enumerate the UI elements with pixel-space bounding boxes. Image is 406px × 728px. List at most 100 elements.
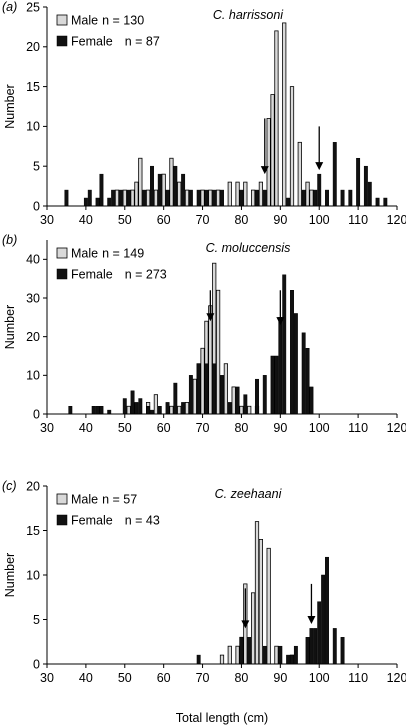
- x-tick-label: 110: [348, 421, 368, 435]
- bar-male: [134, 181, 139, 207]
- y-tick-label: 0: [33, 657, 40, 671]
- bar-female: [375, 197, 380, 207]
- bar-female: [95, 406, 100, 415]
- bar-female: [383, 197, 388, 207]
- bar-female: [325, 556, 329, 665]
- bar-male: [161, 173, 166, 207]
- bar-male: [243, 181, 248, 207]
- legend-swatch-female: [56, 268, 68, 280]
- x-tick-label: 60: [157, 421, 171, 435]
- bar-male: [266, 547, 271, 665]
- x-tick-label: 70: [196, 671, 210, 685]
- chart-panel-b: 0 10 20 30 40 30 40 50 60 70 80 90 100 110 120 Number (b…: [2, 233, 406, 435]
- bar-male: [235, 181, 240, 207]
- panel-letter: (a): [2, 0, 17, 14]
- maturity-arrow-head: [276, 317, 285, 326]
- bar-male: [266, 118, 271, 207]
- x-tick-label: 40: [79, 671, 93, 685]
- bar-female: [313, 628, 318, 665]
- bar-male: [274, 645, 279, 665]
- bar-female: [286, 654, 291, 665]
- bar-male: [223, 363, 228, 415]
- x-tick-label: 70: [196, 421, 210, 435]
- bar-female: [235, 386, 240, 415]
- bar-female: [317, 601, 322, 665]
- bar-female: [87, 189, 92, 207]
- legend-swatch-female: [56, 514, 68, 526]
- x-tick-label: 50: [118, 421, 132, 435]
- y-tick-label: 10: [26, 568, 40, 582]
- x-tick-label: 90: [273, 421, 287, 435]
- panel-letter: (c): [2, 479, 17, 493]
- bar-male: [122, 189, 127, 207]
- bar-female: [239, 637, 244, 665]
- bar-male: [231, 386, 236, 415]
- bar-male: [216, 189, 221, 207]
- maturity-arrow-head: [206, 313, 215, 322]
- bar-female: [95, 197, 100, 207]
- x-tick-label: 80: [234, 671, 248, 685]
- bar-female: [340, 189, 345, 207]
- bar-female: [262, 189, 267, 207]
- bar-female: [64, 189, 69, 207]
- bar-female: [204, 363, 209, 415]
- bar-female: [278, 317, 283, 415]
- bar-male: [227, 181, 232, 207]
- bar-female: [83, 197, 88, 207]
- bar-male: [274, 30, 279, 207]
- bar-male: [247, 405, 252, 415]
- bar-female: [165, 189, 170, 207]
- y-tick-label: 15: [26, 524, 40, 538]
- bar-female: [181, 173, 186, 207]
- bar-male: [219, 654, 225, 665]
- bar-female: [356, 157, 361, 207]
- bar-female: [325, 189, 329, 207]
- x-tick-label: 70: [196, 213, 210, 227]
- legend-label-male: Male n = 149: [71, 247, 144, 261]
- bar-male: [169, 157, 174, 207]
- y-axis-label: Number: [3, 305, 17, 349]
- x-tick-label: 110: [348, 671, 368, 685]
- bar-female: [293, 313, 298, 415]
- bar-male: [138, 157, 143, 207]
- maturity-arrow-head: [315, 162, 324, 171]
- bar-male: [258, 181, 263, 207]
- bar-female: [138, 398, 143, 415]
- bar-female: [150, 165, 154, 207]
- species-title: C. zeehaani: [215, 487, 283, 501]
- bar-female: [99, 173, 104, 207]
- bar-female: [134, 402, 139, 415]
- bar-male: [305, 181, 310, 207]
- bar-female: [107, 409, 112, 415]
- bar-male: [235, 645, 240, 665]
- bar-female: [188, 189, 193, 207]
- x-tick-label: 120: [387, 421, 406, 435]
- bar-female: [317, 173, 322, 207]
- bar-female: [309, 386, 314, 415]
- bar-male: [208, 305, 213, 415]
- x-tick-label: 50: [118, 213, 132, 227]
- bar-female: [220, 375, 224, 415]
- bar-male: [184, 401, 190, 415]
- x-tick-label: 30: [40, 213, 54, 227]
- bar-male: [153, 189, 158, 207]
- bar-female: [290, 654, 294, 665]
- legend-label-male: Male n = 130: [71, 14, 144, 28]
- bar-female: [305, 348, 310, 415]
- bar-female: [165, 402, 170, 415]
- x-tick-label: 100: [309, 213, 330, 227]
- bar-female: [212, 363, 217, 415]
- bar-female: [111, 189, 116, 207]
- bar-female: [262, 645, 267, 665]
- bar-female: [118, 189, 123, 207]
- y-axis-label: Number: [3, 553, 17, 597]
- bar-male: [297, 141, 302, 207]
- bar-female: [270, 355, 275, 415]
- x-tick-label: 110: [348, 213, 368, 227]
- bar-female: [239, 189, 244, 207]
- bar-female: [220, 189, 224, 207]
- bar-male: [309, 189, 314, 207]
- bar-male: [200, 189, 205, 207]
- bar-female: [150, 409, 154, 415]
- legend-label-male: Male n = 57: [71, 493, 137, 507]
